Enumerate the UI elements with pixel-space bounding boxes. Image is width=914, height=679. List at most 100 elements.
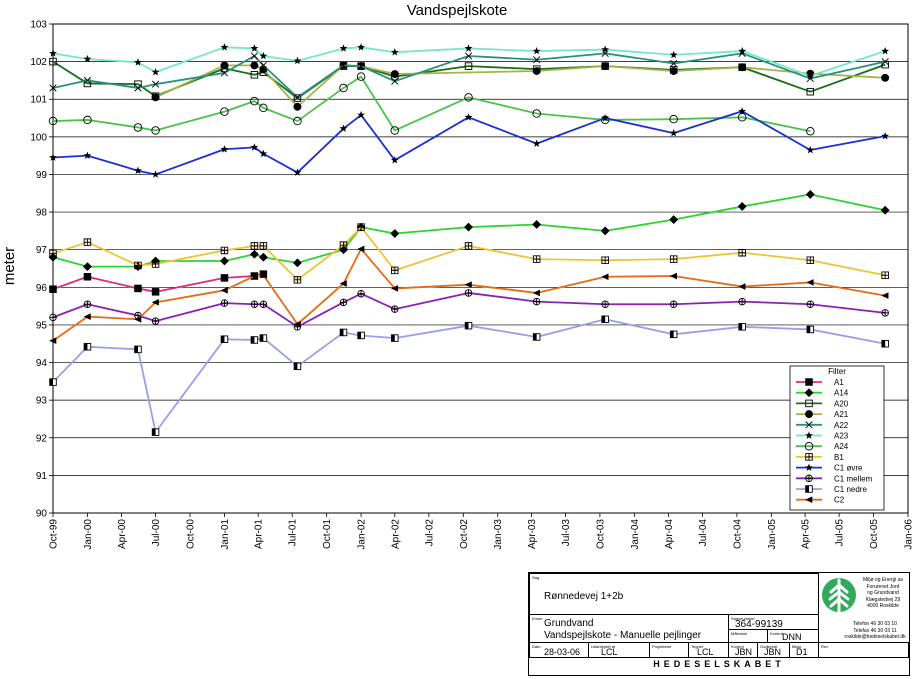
- marker-part: [260, 334, 264, 342]
- legend-item: A22: [796, 421, 849, 430]
- legend-item: A20: [796, 399, 849, 408]
- legend-item: C2: [796, 496, 845, 505]
- x-tick-label: Oct-00: [186, 519, 197, 549]
- legend-swatch-marker: [804, 388, 814, 398]
- legend-item: A24: [796, 441, 849, 451]
- marker-part: [738, 323, 743, 331]
- data-point: [464, 93, 473, 102]
- legend-item: A1: [796, 378, 844, 387]
- data-point: [881, 57, 889, 66]
- data-point: [601, 300, 609, 308]
- data-point: [134, 166, 142, 175]
- y-tick-label: 92: [36, 433, 48, 444]
- rev-label: Rev: [821, 644, 829, 649]
- data-point: [293, 102, 302, 111]
- data-point: [250, 61, 259, 70]
- legend-swatch-marker: [805, 410, 813, 419]
- data-point: [134, 315, 142, 323]
- x-tick-label: Oct-02: [459, 519, 470, 549]
- data-point: [134, 284, 142, 293]
- legend-label: C1 øvre: [834, 464, 863, 473]
- data-point: [83, 238, 92, 246]
- data-point: [738, 297, 746, 306]
- data-point: [339, 61, 348, 69]
- data-point: [259, 103, 268, 113]
- data-point: [532, 255, 541, 263]
- logo-line: Klægstedvej 29: [865, 596, 901, 603]
- y-tick-label: 101: [30, 95, 47, 106]
- marker-part: [533, 333, 537, 341]
- y-axis: 90 91 92 93 94 95 96 97 98 99 100 101 102 103: [30, 20, 53, 520]
- data-point: [151, 93, 160, 102]
- data-point: [390, 126, 400, 135]
- sag-value: Rønnedevej 1+2b: [544, 591, 624, 602]
- data-point: [220, 61, 229, 70]
- kontrol-label: Kontrol: [770, 631, 783, 636]
- company-logo-icon: [822, 578, 856, 613]
- data-point: [357, 43, 365, 51]
- projekteret-label: Projekteret: [652, 644, 672, 649]
- data-point: [669, 255, 678, 263]
- kontrol2-label: Kontrol: [731, 644, 744, 649]
- data-point: [357, 223, 365, 231]
- legend-item: A23: [796, 431, 849, 441]
- data-point: [259, 242, 268, 250]
- marker-part: [391, 334, 395, 342]
- x-tick-label: Oct-01: [322, 519, 333, 549]
- data-point: [259, 51, 268, 60]
- data-point: [134, 58, 142, 66]
- data-point: [738, 63, 747, 72]
- legend-label: C2: [834, 496, 845, 505]
- data-point: [532, 220, 542, 229]
- sag-cell: Sag Rønnedevej 1+2b: [529, 573, 819, 615]
- data-point: [601, 113, 610, 122]
- legend-item: C1 øvre: [796, 463, 863, 473]
- data-point: [49, 285, 57, 293]
- data-point: [805, 189, 815, 199]
- data-point: [737, 113, 747, 122]
- emne-line2: Vandspejlskote - Manuelle pejlinger: [544, 630, 702, 641]
- data-point: [339, 44, 348, 52]
- data-point: [738, 248, 746, 257]
- data-point: [738, 323, 746, 331]
- series-c1-mellem: [49, 289, 889, 331]
- data-point: [151, 428, 160, 436]
- data-point: [881, 271, 889, 280]
- dato-cell: Dato 28-03-06: [529, 642, 589, 658]
- series-line: [52, 52, 886, 99]
- y-tick-label: 93: [36, 396, 48, 407]
- data-point: [49, 249, 57, 258]
- marker-part: [221, 335, 225, 343]
- data-point: [806, 74, 814, 83]
- marker-part: [134, 346, 138, 353]
- data-point: [356, 72, 366, 81]
- data-point: [464, 113, 473, 121]
- series-b1: [49, 223, 889, 284]
- series-c1-nedre: [49, 315, 889, 436]
- data-point: [532, 109, 541, 118]
- contact-line: Telefon 46 30 03 10: [853, 621, 897, 627]
- data-point: [134, 84, 142, 92]
- series-layer: [48, 43, 890, 436]
- legend-swatch-marker: [805, 399, 813, 408]
- data-point: [220, 145, 229, 153]
- data-point: [83, 300, 92, 308]
- y-tick-label: 99: [36, 170, 48, 181]
- data-point: [669, 300, 678, 308]
- data-point: [390, 285, 399, 292]
- legend-item: A14: [796, 388, 849, 398]
- tegnet-value: LCL: [697, 647, 714, 657]
- contact-text: Telefon 46 30 03 10 Telefax 46 30 03 11 …: [841, 621, 909, 641]
- y-tick-label: 102: [30, 57, 47, 68]
- data-point: [806, 87, 815, 96]
- y-tick-label: 95: [36, 320, 48, 331]
- data-point: [532, 297, 541, 306]
- data-point: [533, 56, 541, 64]
- series-c1-øvre: [49, 107, 890, 178]
- plot-area-border: [52, 23, 909, 514]
- data-point: [806, 279, 814, 286]
- logo-line: 4000 Roskilde: [867, 603, 899, 609]
- emne-line1: Grundvand: [544, 618, 594, 629]
- data-point: [532, 46, 541, 55]
- data-point: [339, 298, 348, 307]
